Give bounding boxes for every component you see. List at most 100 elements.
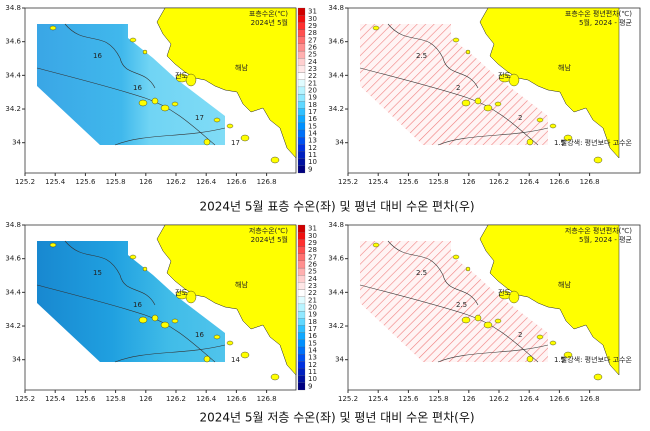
island xyxy=(240,134,250,142)
contour-line xyxy=(64,240,156,306)
island xyxy=(213,117,221,123)
y-tick-label: 34.2 xyxy=(328,322,344,330)
x-tick-label: 125.2 xyxy=(338,395,358,403)
place-label: 해남 xyxy=(558,280,571,289)
contour-label: 2.5 xyxy=(416,269,427,277)
colorbar-cell xyxy=(297,79,306,88)
y-tick-label: 34.2 xyxy=(5,322,21,330)
y-tick-label: 34.6 xyxy=(5,38,21,46)
map-panel: 2.5 2.5 2 1.5 진도 해남 저층수온 평년편차(℃)5월, 2024 - 평균빨… xyxy=(328,221,641,403)
contour-label: 14 xyxy=(231,356,240,364)
contour-label: 1.5 xyxy=(554,139,565,147)
island xyxy=(483,321,493,329)
colorbar-cell xyxy=(297,361,306,369)
colorbar-cell xyxy=(297,375,306,383)
island xyxy=(203,355,211,363)
island xyxy=(549,340,557,346)
colorbar-label: 31 xyxy=(308,8,317,16)
contour-line xyxy=(437,344,549,363)
colorbar-label: 30 xyxy=(308,232,317,240)
colorbar-label: 30 xyxy=(308,15,317,23)
x-tick-label: 126.6 xyxy=(549,395,570,403)
island xyxy=(563,134,573,142)
colorbar-label: 27 xyxy=(308,253,317,261)
x-tick-label: 126.6 xyxy=(549,178,570,186)
x-tick-label: 125.4 xyxy=(368,178,389,186)
x-tick-label: 125.4 xyxy=(368,395,389,403)
y-tick-label: 34.8 xyxy=(5,221,21,229)
contour-line xyxy=(387,23,479,89)
island xyxy=(536,334,544,340)
place-label: 해남 xyxy=(235,63,248,72)
colorbar-label: 21 xyxy=(308,296,317,304)
map-panel: 2.5 2 2 1.5 진도 해남 표층수온 평년편차(℃)5월, 2024 - 평균빨강색… xyxy=(328,4,641,186)
contour-line xyxy=(114,344,226,363)
colorbar-label: 20 xyxy=(308,87,317,95)
contour-line xyxy=(36,67,216,146)
colorbar-cell xyxy=(297,137,306,145)
contour-label: 2.5 xyxy=(456,301,467,309)
island xyxy=(151,314,159,322)
x-tick-label: 125.2 xyxy=(15,178,35,186)
x-tick-label: 125.4 xyxy=(45,395,66,403)
y-tick-label: 34.8 xyxy=(328,221,344,229)
island xyxy=(138,316,148,324)
colorbar-cell xyxy=(297,43,306,52)
colorbar-cell xyxy=(297,275,306,283)
x-tick-label: 125.8 xyxy=(429,178,449,186)
colorbar-label: 10 xyxy=(308,375,317,383)
colorbar-label: 29 xyxy=(308,22,317,30)
island xyxy=(203,138,211,146)
colorbar-cell xyxy=(297,339,306,348)
land xyxy=(479,224,620,376)
x-tick-label: 126.6 xyxy=(226,395,247,403)
x-tick-label: 126 xyxy=(462,178,476,186)
colorbar-label: 25 xyxy=(308,268,317,276)
x-tick-label: 126.4 xyxy=(519,395,540,403)
island xyxy=(526,355,534,363)
place-label: 진도 xyxy=(498,71,511,80)
y-tick-label: 34.4 xyxy=(5,71,21,79)
colorbar-cell xyxy=(297,15,306,23)
island xyxy=(474,97,482,105)
colorbar-cell xyxy=(297,101,306,109)
x-tick-label: 125.8 xyxy=(106,178,126,186)
y-tick-label: 34.6 xyxy=(328,38,344,46)
colorbar-cell xyxy=(297,303,306,312)
colorbar-cell xyxy=(297,346,306,355)
island xyxy=(171,318,179,324)
island xyxy=(142,266,148,272)
colorbar-cell xyxy=(297,122,306,131)
island xyxy=(270,156,280,164)
x-tick-label: 126 xyxy=(139,178,153,186)
y-tick-label: 34.4 xyxy=(328,71,344,79)
land xyxy=(156,224,297,376)
colorbar-cell xyxy=(297,224,306,233)
colorbar-label: 9 xyxy=(308,165,312,173)
colorbar-label: 26 xyxy=(308,260,317,268)
x-tick-label: 125.2 xyxy=(338,178,358,186)
x-tick-label: 125.6 xyxy=(398,395,419,403)
island xyxy=(129,254,137,260)
map-subtitle: 2024년 5월 xyxy=(251,18,288,27)
island xyxy=(508,73,520,87)
island xyxy=(151,97,159,105)
x-tick-label: 125.4 xyxy=(45,178,66,186)
island xyxy=(372,242,380,248)
colorbar-label: 14 xyxy=(308,347,317,355)
place-label: 진도 xyxy=(175,288,188,297)
colorbar-label: 29 xyxy=(308,239,317,247)
contour-line xyxy=(359,284,539,363)
island xyxy=(372,25,380,31)
island xyxy=(465,266,471,272)
place-label: 해남 xyxy=(235,280,248,289)
y-tick-label: 34.6 xyxy=(328,255,344,263)
place-label: 진도 xyxy=(175,71,188,80)
x-tick-label: 126.8 xyxy=(580,395,600,403)
x-tick-label: 126.4 xyxy=(196,395,217,403)
colorbar-cell xyxy=(297,332,306,340)
map-title: 저층수온(℃) xyxy=(249,226,288,235)
colorbar-cell xyxy=(297,72,306,80)
